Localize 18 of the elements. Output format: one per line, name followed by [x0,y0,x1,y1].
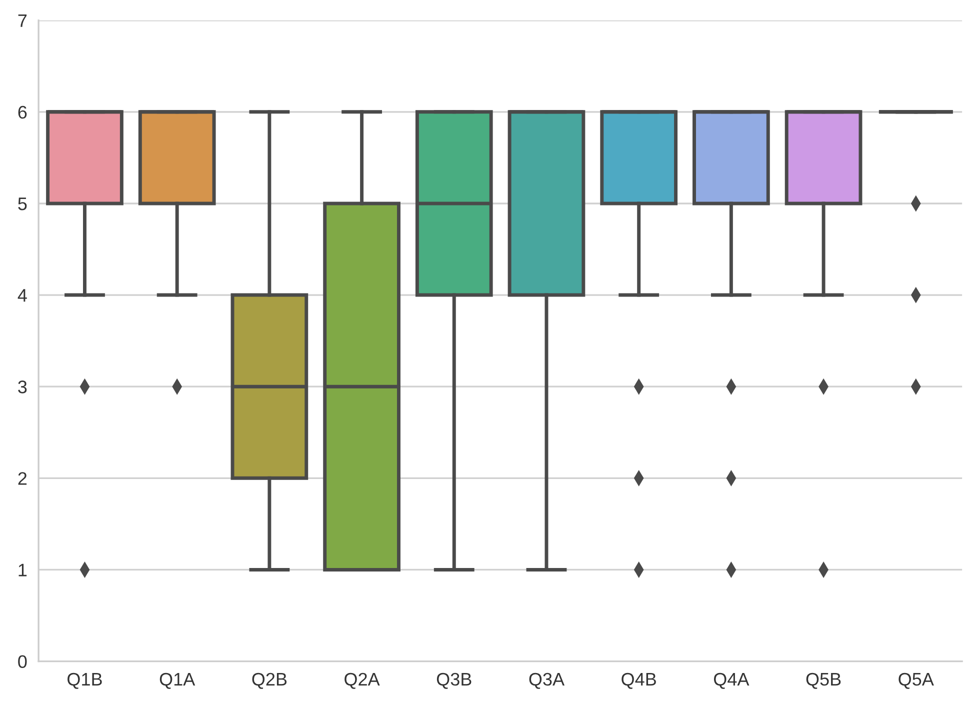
x-tick-label: Q2B [252,672,287,689]
y-tick-label: 2 [18,472,27,485]
x-tick-label: Q1A [160,672,196,689]
x-tick-label: Q3B [436,672,472,689]
y-tick-label: 1 [18,564,27,576]
x-tick-label: Q4A [714,672,750,689]
y-tick-label: 7 [18,14,27,27]
x-tick-label: Q2A [344,672,380,689]
y-tick-label: 6 [18,106,27,119]
y-tick-label: 4 [18,289,27,302]
y-tick-label: 3 [18,380,27,394]
x-tick-label: Q1B [68,672,102,689]
x-tick-label: Q4B [622,672,656,689]
y-tick-label: 5 [18,198,27,210]
x-tick-label: Q5B [806,672,841,689]
x-tick-label: Q3A [529,672,565,689]
y-tick-label: 0 [18,655,27,668]
x-tick-label: Q5A [898,672,934,689]
